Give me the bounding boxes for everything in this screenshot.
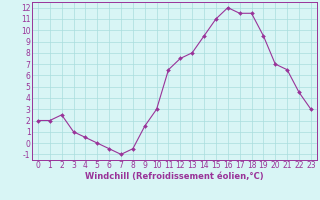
X-axis label: Windchill (Refroidissement éolien,°C): Windchill (Refroidissement éolien,°C) (85, 172, 264, 181)
